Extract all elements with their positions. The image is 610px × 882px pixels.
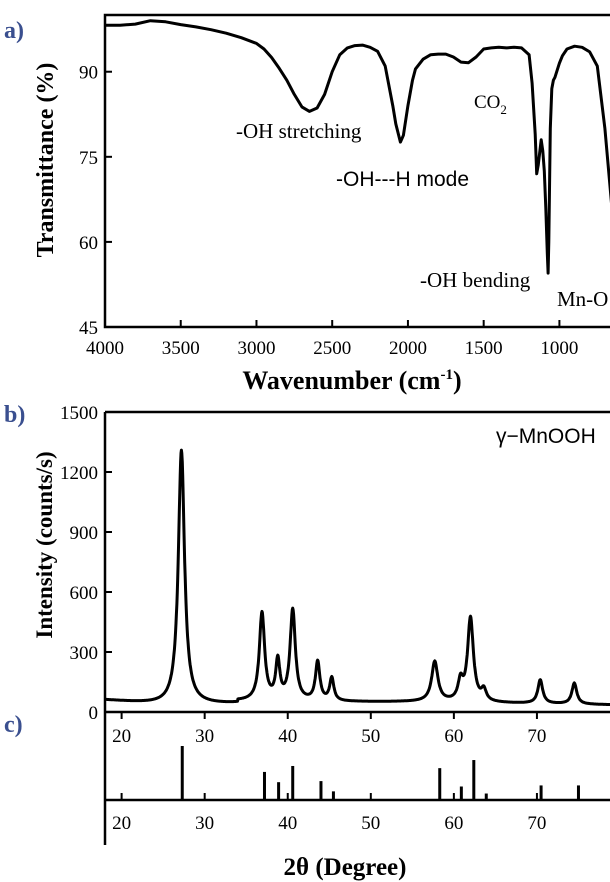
ref-bottom-tick-label: 70: [527, 813, 546, 834]
ir-x-tick-label: 2500: [313, 338, 351, 359]
ir-spectrum-panel: 4000 3500 3000 2500 2000 1500 1000 45 60 75 90 -OH…: [33, 13, 610, 395]
xrd-y-tick-label: 1500: [60, 403, 98, 424]
ref-bottom-tick-label: 30: [195, 813, 214, 834]
reference-pattern-panel: 2020303040405050606070708080 2θ (Degree): [103, 710, 610, 881]
ref-top-tick-label: 60: [444, 726, 463, 747]
xrd-phase-label: γ−MnOOH: [496, 425, 596, 448]
ir-annotation-mn-o: Mn-O: [557, 287, 608, 311]
ir-y-tick-label: 45: [79, 318, 98, 339]
ir-x-axis-label: Wavenumber (cm-1): [242, 366, 461, 395]
ref-top-tick-label: 70: [527, 726, 546, 747]
xrd-y-tick-label: 300: [70, 643, 99, 664]
xrd-y-tick-label: 900: [70, 523, 99, 544]
ref-bottom-tick-label: 20: [112, 813, 131, 834]
xrd-y-tick-label: 1200: [60, 463, 98, 484]
xrd-pattern-panel: 0 300 600 900 1200 1500 γ−MnOOH Intensity (co…: [32, 403, 610, 724]
xrd-y-axis-label: Intensity (counts/s): [32, 451, 57, 638]
ir-x-tick-label: 3000: [237, 338, 275, 359]
ref-bottom-tick-label: 40: [278, 813, 297, 834]
ref-bottom-tick-label: 50: [361, 813, 380, 834]
ir-annotation-oh-h-mode: -OH---H mode: [336, 168, 469, 191]
ref-x-axis-label: 2θ (Degree): [284, 854, 407, 881]
xrd-y-tick-label: 0: [89, 703, 99, 724]
ir-transmittance-line: [105, 19, 610, 275]
ref-top-tick-label: 40: [278, 726, 297, 747]
ref-bottom-tick-label: 60: [444, 813, 463, 834]
xrd-y-tick-label: 600: [70, 583, 99, 604]
ref-top-tick-label: 50: [361, 726, 380, 747]
ir-annotation-co2: CO2: [474, 92, 507, 117]
panel-letter-c: c): [4, 712, 23, 738]
xrd-intensity-line: [103, 448, 610, 707]
ref-top-tick-label: 20: [112, 726, 131, 747]
panel-letter-b: b): [4, 402, 25, 428]
ir-y-axis-label: Transmittance (%): [33, 63, 59, 258]
ir-x-tick-label: 1500: [465, 338, 503, 359]
panel-letter-a: a): [4, 18, 24, 44]
ir-annotation-oh-stretching: -OH stretching: [236, 119, 362, 143]
ir-plot-frame: [103, 13, 610, 329]
ir-x-tick-label: 1000: [540, 338, 578, 359]
ir-x-tick-label: 3500: [162, 338, 200, 359]
ref-top-tick-label: 30: [195, 726, 214, 747]
ir-x-tick-label: 2000: [389, 338, 427, 359]
ref-stick-bars: [180, 746, 580, 800]
xrd-ticks: 0 300 600 900 1200 1500: [60, 403, 112, 724]
ir-ticks: 4000 3500 3000 2500 2000 1500 1000 45 60 75 90: [79, 63, 578, 359]
ir-y-tick-label: 60: [79, 233, 98, 254]
ir-annotation-oh-bending: -OH bending: [420, 268, 531, 292]
ref-ticks: 2020303040405050606070708080: [112, 712, 546, 834]
ir-y-tick-label: 75: [79, 148, 98, 169]
ir-x-tick-label: 4000: [86, 338, 124, 359]
ir-y-tick-label: 90: [79, 63, 98, 84]
